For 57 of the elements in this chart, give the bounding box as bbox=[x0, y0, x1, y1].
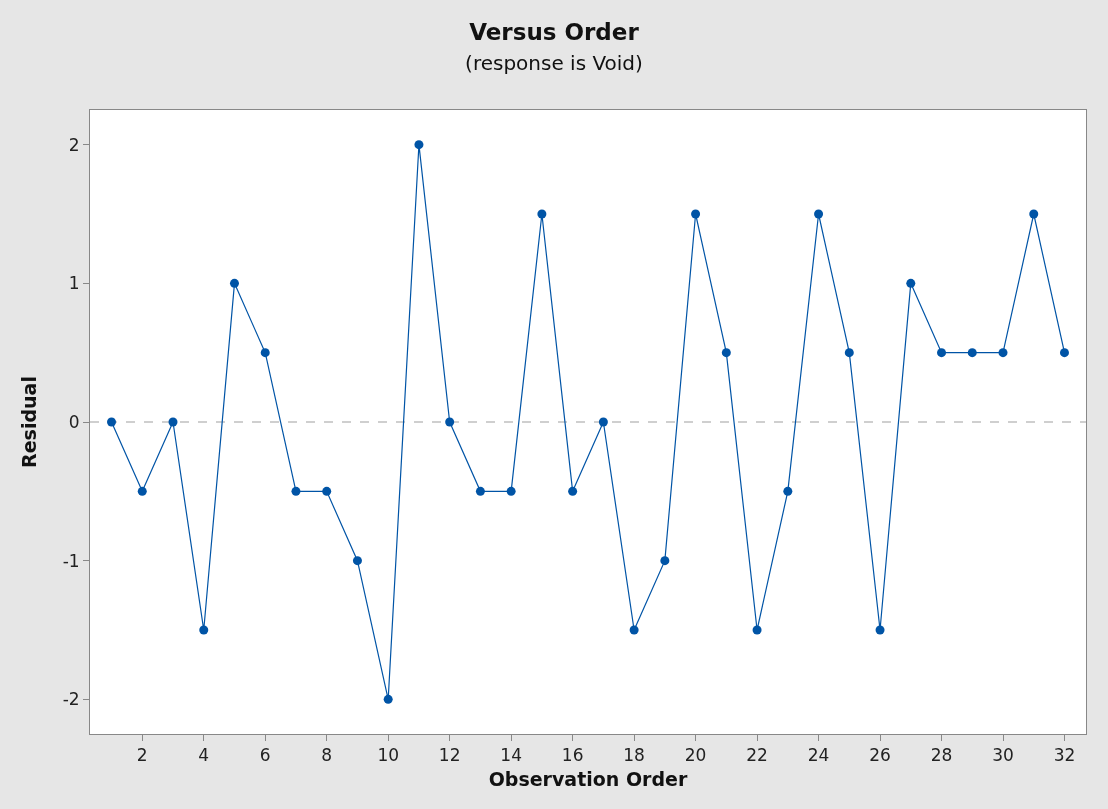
point bbox=[137, 486, 147, 496]
y-tick-label: 2 bbox=[68, 134, 80, 155]
x-tick-label: 8 bbox=[321, 745, 333, 766]
y-tick-label: 0 bbox=[68, 411, 80, 432]
x-tick-label: 18 bbox=[623, 745, 645, 766]
x-tick-label: 10 bbox=[377, 745, 400, 766]
point bbox=[414, 140, 424, 150]
x-tick-label: 16 bbox=[561, 745, 584, 766]
point bbox=[660, 556, 670, 566]
point bbox=[506, 486, 516, 496]
point bbox=[537, 209, 547, 219]
point bbox=[1059, 348, 1069, 358]
point bbox=[475, 486, 485, 496]
point bbox=[260, 348, 270, 358]
point bbox=[721, 348, 731, 358]
point bbox=[568, 486, 578, 496]
point bbox=[168, 417, 178, 427]
point bbox=[629, 625, 639, 635]
chart-title: Versus Order bbox=[469, 19, 640, 46]
chart-subtitle: (response is Void) bbox=[465, 51, 643, 76]
x-tick-label: 32 bbox=[1053, 745, 1076, 766]
point bbox=[322, 486, 332, 496]
x-tick-label: 14 bbox=[500, 745, 522, 766]
point bbox=[229, 278, 239, 288]
point bbox=[814, 209, 824, 219]
point bbox=[691, 209, 701, 219]
x-tick-label: 2 bbox=[136, 745, 148, 766]
y-tick-label: -2 bbox=[62, 689, 80, 710]
x-tick-label: 24 bbox=[807, 745, 830, 766]
point bbox=[199, 625, 209, 635]
x-tick-label: 6 bbox=[259, 745, 271, 766]
x-tick-label: 28 bbox=[930, 745, 953, 766]
y-tick-label: 1 bbox=[68, 273, 80, 294]
point bbox=[752, 625, 762, 635]
point bbox=[291, 486, 301, 496]
y-axis-title: Residual bbox=[18, 376, 41, 468]
point bbox=[383, 694, 393, 704]
point bbox=[844, 348, 854, 358]
point bbox=[937, 348, 947, 358]
point bbox=[1029, 209, 1039, 219]
x-tick-label: 4 bbox=[198, 745, 210, 766]
y-tick-label: -1 bbox=[62, 550, 80, 571]
x-tick-label: 30 bbox=[992, 745, 1014, 766]
x-tick-label: 12 bbox=[438, 745, 461, 766]
x-tick-label: 22 bbox=[746, 745, 768, 766]
point bbox=[967, 348, 977, 358]
x-axis-title: Observation Order bbox=[488, 768, 688, 791]
point bbox=[875, 625, 885, 635]
point bbox=[906, 278, 916, 288]
point bbox=[998, 348, 1008, 358]
x-tick-label: 20 bbox=[684, 745, 707, 766]
x-tick-label: 26 bbox=[869, 745, 891, 766]
point bbox=[352, 556, 362, 566]
point bbox=[598, 417, 608, 427]
point bbox=[445, 417, 455, 427]
point bbox=[783, 486, 793, 496]
point bbox=[107, 417, 117, 427]
